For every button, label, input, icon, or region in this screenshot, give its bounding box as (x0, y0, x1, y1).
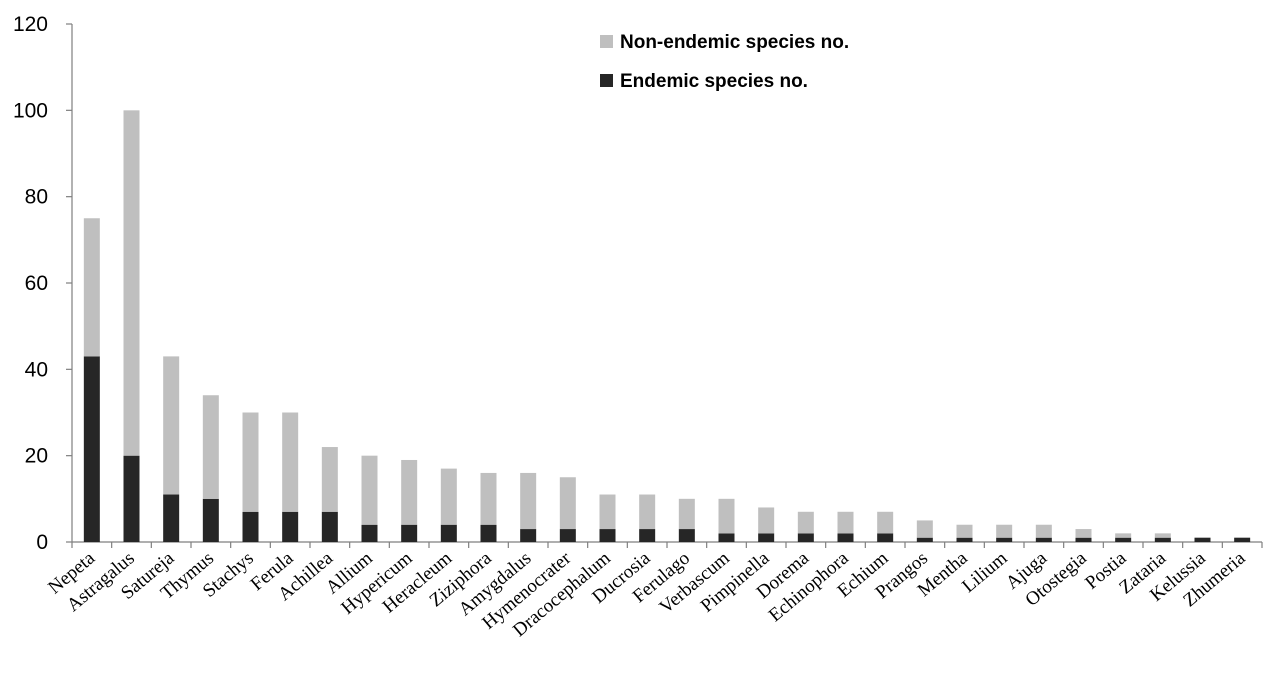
bar-endemic (837, 533, 854, 542)
bar-non-endemic (440, 468, 457, 525)
bar-non-endemic (401, 459, 418, 525)
y-axis: 0 20 40 60 80 100 120 (13, 13, 73, 554)
bar-endemic (202, 498, 219, 542)
bar-non-endemic (202, 395, 219, 499)
bar-endemic (163, 494, 180, 542)
y-tick-label: 0 (36, 531, 48, 554)
bar-endemic (242, 511, 259, 542)
bars (83, 110, 1251, 542)
bar-non-endemic (718, 498, 735, 534)
bar-endemic (599, 529, 616, 542)
bar-non-endemic (282, 412, 299, 512)
bar-endemic (361, 524, 378, 542)
bar-endemic (1035, 537, 1052, 542)
bar-endemic (877, 533, 894, 542)
legend: Non-endemic species no. Endemic species n… (600, 32, 849, 92)
bar-non-endemic (678, 498, 695, 530)
bar-non-endemic (837, 511, 854, 534)
bar-endemic (1115, 537, 1132, 542)
x-axis: NepetaAstragalusSaturejaThymusStachysFer… (44, 541, 1263, 641)
y-tick-label: 20 (25, 445, 48, 468)
bar-non-endemic (877, 511, 894, 534)
bar-non-endemic (361, 455, 378, 525)
bar-endemic (401, 524, 418, 542)
bar-non-endemic (83, 218, 100, 357)
bar-endemic (520, 529, 537, 542)
bar-endemic (1154, 537, 1171, 542)
bar-endemic (758, 533, 775, 542)
bar-non-endemic (520, 472, 537, 530)
bar-non-endemic (123, 110, 140, 456)
y-tick-label: 80 (25, 186, 48, 209)
y-tick-label: 120 (13, 13, 48, 36)
bar-non-endemic (480, 472, 497, 525)
bar-non-endemic (996, 524, 1013, 538)
bar-endemic (83, 356, 100, 542)
bar-non-endemic (639, 494, 656, 530)
legend-label: Endemic species no. (620, 71, 808, 92)
bar-endemic (916, 537, 933, 542)
legend-swatch (600, 74, 613, 87)
bar-non-endemic (599, 494, 616, 530)
bar-non-endemic (163, 356, 180, 495)
bar-non-endemic (1075, 529, 1092, 538)
bar-non-endemic (758, 507, 775, 534)
bar-endemic (996, 537, 1013, 542)
bar-non-endemic (559, 477, 576, 530)
bar-non-endemic (797, 511, 814, 534)
bar-non-endemic (916, 520, 933, 538)
bar-endemic (1234, 537, 1251, 542)
y-tick-label: 100 (13, 99, 48, 122)
bar-non-endemic (242, 412, 259, 512)
bar-non-endemic (321, 447, 338, 512)
bar-non-endemic (1154, 533, 1171, 538)
bar-endemic (123, 455, 140, 542)
bar-endemic (718, 533, 735, 542)
bar-endemic (440, 524, 457, 542)
legend-label: Non-endemic species no. (620, 32, 849, 53)
bar-endemic (1075, 537, 1092, 542)
bar-non-endemic (1115, 533, 1132, 538)
bar-non-endemic (956, 524, 973, 538)
bar-endemic (321, 511, 338, 542)
bar-endemic (797, 533, 814, 542)
bar-endemic (639, 529, 656, 542)
bar-endemic (480, 524, 497, 542)
bar-non-endemic (1035, 524, 1052, 538)
legend-swatch (600, 35, 613, 48)
y-tick-label: 40 (25, 358, 48, 381)
bar-endemic (559, 529, 576, 542)
y-tick-label: 60 (25, 272, 48, 295)
bar-endemic (282, 511, 299, 542)
x-tick-label: Lilium (958, 548, 1011, 597)
bar-endemic (678, 529, 695, 542)
bar-endemic (1194, 537, 1211, 542)
bar-endemic (956, 537, 973, 542)
